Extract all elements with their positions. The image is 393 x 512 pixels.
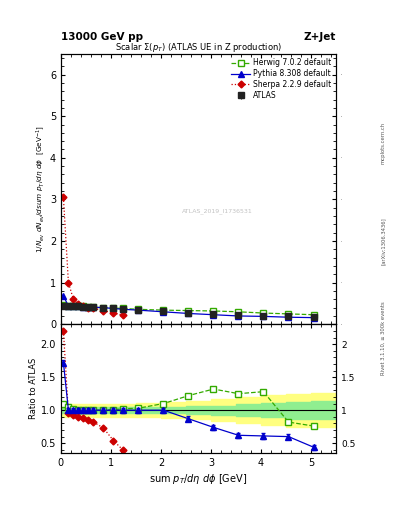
Sherpa 2.2.9 default bbox=[66, 280, 71, 286]
Sherpa 2.2.9 default bbox=[71, 296, 76, 303]
Pythia 8.308 default bbox=[101, 305, 106, 311]
Pythia 8.308 default bbox=[91, 304, 96, 310]
X-axis label: sum $p_T/d\eta\ d\phi$ [GeV]: sum $p_T/d\eta\ d\phi$ [GeV] bbox=[149, 472, 248, 486]
Text: 13000 GeV pp: 13000 GeV pp bbox=[61, 32, 143, 42]
Text: Z+Jet: Z+Jet bbox=[304, 32, 336, 42]
Pythia 8.308 default bbox=[86, 304, 91, 310]
Sherpa 2.2.9 default bbox=[86, 305, 91, 311]
Herwig 7.0.2 default bbox=[261, 310, 266, 316]
Pythia 8.308 default bbox=[66, 303, 71, 309]
Pythia 8.308 default bbox=[161, 309, 166, 315]
Herwig 7.0.2 default bbox=[66, 303, 71, 309]
Herwig 7.0.2 default bbox=[91, 304, 96, 310]
Pythia 8.308 default bbox=[71, 303, 76, 309]
Herwig 7.0.2 default bbox=[236, 309, 241, 315]
Herwig 7.0.2 default bbox=[71, 303, 76, 309]
Line: Herwig 7.0.2 default: Herwig 7.0.2 default bbox=[61, 303, 316, 317]
Herwig 7.0.2 default bbox=[86, 304, 91, 310]
Pythia 8.308 default bbox=[286, 314, 291, 321]
Text: [arXiv:1306.3436]: [arXiv:1306.3436] bbox=[381, 217, 386, 265]
Pythia 8.308 default bbox=[61, 293, 66, 299]
Text: Rivet 3.1.10, ≥ 300k events: Rivet 3.1.10, ≥ 300k events bbox=[381, 301, 386, 375]
Title: Scalar $\Sigma(p_T)$ (ATLAS UE in Z production): Scalar $\Sigma(p_T)$ (ATLAS UE in Z prod… bbox=[115, 40, 282, 54]
Pythia 8.308 default bbox=[236, 313, 241, 319]
Legend: Herwig 7.0.2 default, Pythia 8.308 default, Sherpa 2.2.9 default, ATLAS: Herwig 7.0.2 default, Pythia 8.308 defau… bbox=[229, 56, 334, 102]
Pythia 8.308 default bbox=[81, 304, 86, 310]
Text: ATLAS_2019_I1736531: ATLAS_2019_I1736531 bbox=[182, 208, 253, 214]
Pythia 8.308 default bbox=[186, 310, 191, 316]
Herwig 7.0.2 default bbox=[61, 302, 66, 308]
Sherpa 2.2.9 default bbox=[61, 194, 66, 200]
Sherpa 2.2.9 default bbox=[76, 301, 81, 307]
Y-axis label: Ratio to ATLAS: Ratio to ATLAS bbox=[29, 358, 38, 419]
Pythia 8.308 default bbox=[136, 307, 141, 313]
Herwig 7.0.2 default bbox=[211, 308, 216, 314]
Herwig 7.0.2 default bbox=[186, 308, 191, 314]
Herwig 7.0.2 default bbox=[161, 307, 166, 313]
Y-axis label: $1/N_{ev}\ dN_{ev}/dsum\ p_T/d\eta\ d\phi\ \ [\mathrm{GeV}^{-1}]$: $1/N_{ev}\ dN_{ev}/dsum\ p_T/d\eta\ d\ph… bbox=[34, 125, 47, 253]
Pythia 8.308 default bbox=[261, 313, 266, 319]
Herwig 7.0.2 default bbox=[81, 303, 86, 309]
Herwig 7.0.2 default bbox=[136, 306, 141, 312]
Pythia 8.308 default bbox=[76, 303, 81, 309]
Line: Sherpa 2.2.9 default: Sherpa 2.2.9 default bbox=[61, 195, 126, 317]
Sherpa 2.2.9 default bbox=[111, 310, 116, 316]
Pythia 8.308 default bbox=[311, 314, 316, 321]
Herwig 7.0.2 default bbox=[121, 305, 126, 311]
Line: Pythia 8.308 default: Pythia 8.308 default bbox=[61, 293, 316, 321]
Pythia 8.308 default bbox=[121, 306, 126, 312]
Pythia 8.308 default bbox=[111, 305, 116, 311]
Herwig 7.0.2 default bbox=[111, 305, 116, 311]
Herwig 7.0.2 default bbox=[76, 303, 81, 309]
Sherpa 2.2.9 default bbox=[81, 303, 86, 309]
Herwig 7.0.2 default bbox=[286, 311, 291, 317]
Herwig 7.0.2 default bbox=[101, 305, 106, 311]
Sherpa 2.2.9 default bbox=[91, 305, 96, 311]
Sherpa 2.2.9 default bbox=[121, 312, 126, 318]
Text: mcplots.cern.ch: mcplots.cern.ch bbox=[381, 122, 386, 164]
Pythia 8.308 default bbox=[211, 312, 216, 318]
Sherpa 2.2.9 default bbox=[101, 308, 106, 314]
Herwig 7.0.2 default bbox=[311, 312, 316, 318]
